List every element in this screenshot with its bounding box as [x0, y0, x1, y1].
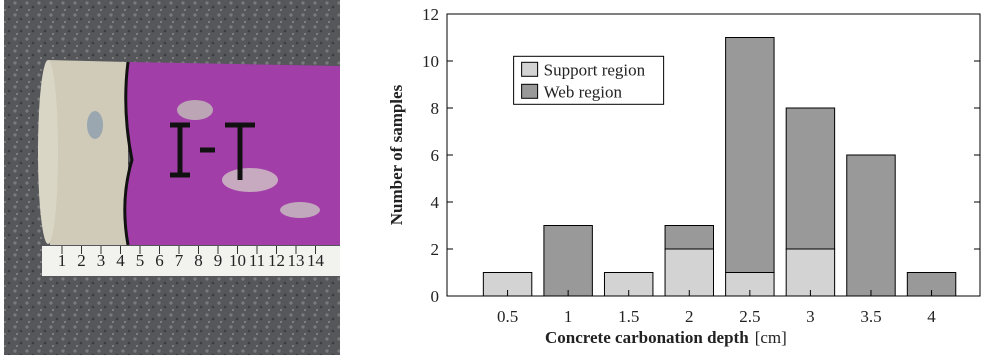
ruler-label: 14: [307, 251, 325, 270]
ruler-label: 12: [268, 251, 285, 270]
bar-segment: [785, 107, 836, 250]
y-tick-label: 0: [431, 287, 440, 306]
y-tick-label: 12: [422, 5, 439, 24]
x-tick-label: 2: [685, 307, 694, 326]
photo: 1 2 3 4 5 6 7 8 9 10 11 12 13 14: [4, 0, 340, 355]
legend-label: Web region: [544, 82, 623, 101]
ruler-label: 1: [58, 251, 67, 270]
x-tick-label: 0.5: [497, 307, 518, 326]
x-tick-label: 4: [927, 307, 936, 326]
ruler-label: 13: [288, 251, 305, 270]
x-axis-label: Concrete carbonation depth: [545, 328, 749, 347]
x-tick-label: 3: [806, 307, 815, 326]
ruler-label: 3: [97, 251, 106, 270]
x-tick-label: 1.5: [618, 307, 639, 326]
y-tick-label: 6: [431, 146, 440, 165]
bar-segment: [664, 248, 715, 297]
y-tick-label: 2: [431, 240, 440, 259]
x-tick-label: 1: [564, 307, 573, 326]
ruler-label: 10: [229, 251, 246, 270]
y-axis-label: Number of samples: [387, 84, 406, 225]
x-tick-label: 3.5: [860, 307, 881, 326]
x-tick-label: 2.5: [739, 307, 760, 326]
y-tick-label: 10: [422, 52, 439, 71]
y-tick-label: 4: [431, 193, 440, 212]
ruler-label: 8: [194, 251, 203, 270]
legend-swatch: [521, 61, 539, 77]
chart: Number of samples Concrete carbonation d…: [387, 5, 981, 347]
legend-label: Support region: [544, 60, 646, 79]
bar-segment: [725, 37, 775, 273]
bar-segment: [543, 225, 593, 297]
ruler-label: 4: [116, 251, 125, 270]
bar-segment: [846, 154, 896, 297]
ruler-label: 6: [155, 251, 164, 270]
ruler-label: 9: [214, 251, 223, 270]
ruler-label: 7: [175, 251, 184, 270]
x-axis-unit: [cm]: [755, 328, 787, 347]
ruler-label: 5: [136, 251, 145, 270]
bar-segment: [664, 225, 715, 250]
ruler: 1 2 3 4 5 6 7 8 9 10 11 12 13 14: [58, 246, 325, 270]
ruler-label: 11: [249, 251, 265, 270]
bar-segment: [785, 248, 836, 297]
legend-box: [513, 55, 665, 105]
y-tick-label: 8: [431, 99, 440, 118]
legend-swatch: [521, 83, 539, 99]
ruler-label: 2: [77, 251, 86, 270]
